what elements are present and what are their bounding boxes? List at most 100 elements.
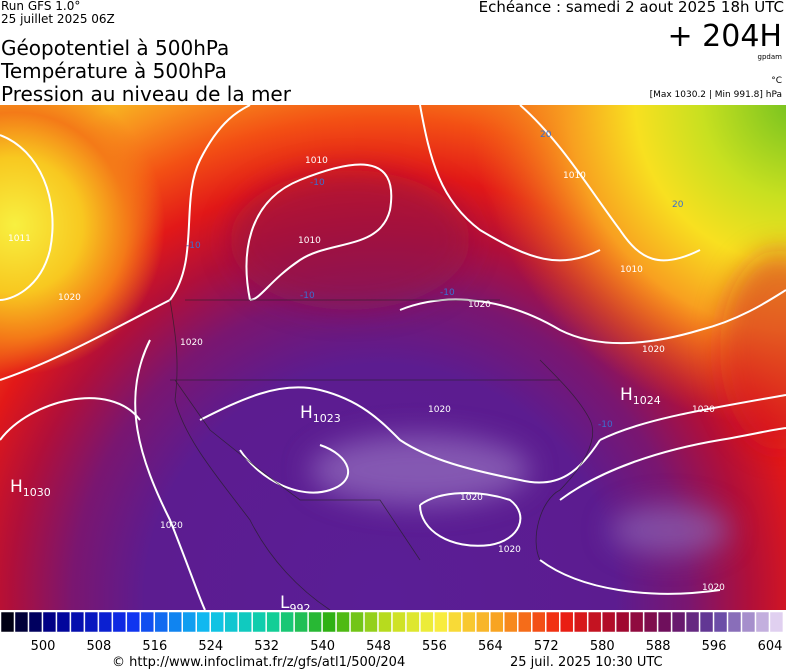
isobar <box>245 163 393 301</box>
isobar-label: 1020 <box>58 293 81 303</box>
pressure-center: H1024 <box>620 385 661 407</box>
temperature-label: -10 <box>186 241 201 251</box>
isobar <box>134 339 206 610</box>
colorbar-label: 500 <box>31 639 56 654</box>
title-line: Température à 500hPa <box>1 59 227 83</box>
colorbar-label: 532 <box>254 639 279 654</box>
run-label: Run GFS 1.0° <box>1 0 81 13</box>
colorbar-cell <box>140 611 155 633</box>
colorbar-cell <box>657 611 672 633</box>
colorbar-cell <box>601 611 616 633</box>
colorbar-cell <box>755 611 770 633</box>
colorbar-cell <box>280 611 294 633</box>
isobar-label: 1011 <box>8 234 31 244</box>
isobar-label: 1010 <box>305 156 328 166</box>
colorbar-cell <box>490 611 504 633</box>
colorbar-cell <box>182 611 196 633</box>
coastline <box>535 359 594 561</box>
center-type: H <box>620 385 633 405</box>
run-date: 25 juillet 2025 06Z <box>1 12 115 26</box>
isobar <box>539 559 721 595</box>
colorbar-cell <box>504 611 518 633</box>
valid-time: Echéance : samedi 2 aout 2025 18h UTC <box>478 0 784 16</box>
isobar-label: 1020 <box>180 338 203 348</box>
colorbar-cell <box>685 611 700 633</box>
colorbar-cell <box>420 611 434 633</box>
coastline <box>169 299 331 610</box>
colorbar-cell <box>126 611 141 633</box>
colorbar-cell <box>56 611 71 633</box>
colorbar-cell <box>671 611 686 633</box>
colorbar-cell <box>699 611 714 633</box>
isobar-label: 1010 <box>563 171 586 181</box>
colorbar-cell <box>42 611 57 633</box>
colorbar-cell <box>448 611 462 633</box>
colorbar-cell <box>14 611 29 633</box>
colorbar-cell <box>559 611 574 633</box>
colorbar-cell <box>322 611 336 633</box>
pressure-center: H1023 <box>300 403 341 425</box>
colorbar-cell <box>196 611 210 633</box>
colorbar-cell <box>378 611 392 633</box>
colorbar-cell <box>643 611 658 633</box>
colorbar-cell <box>336 611 350 633</box>
isobar <box>419 105 601 262</box>
colorbar-label: 540 <box>310 639 335 654</box>
temperature-label: -10 <box>300 291 315 301</box>
colorbar-cell <box>406 611 420 633</box>
borders <box>169 299 594 610</box>
colorbar-cell <box>294 611 308 633</box>
colorbar-cell <box>252 611 266 633</box>
colorbar-cell <box>0 611 15 633</box>
colorbar-cell <box>532 611 546 633</box>
temperature-label: -10 <box>310 178 325 188</box>
footer-url: © http://www.infoclimat.fr/z/gfs/atl1/50… <box>112 655 406 670</box>
footer-timestamp: 25 juil. 2025 10:30 UTC <box>510 655 663 670</box>
colorbar-cell <box>476 611 490 633</box>
center-value: 1024 <box>633 394 661 407</box>
isobar-label: 1020 <box>702 583 725 593</box>
temperature-label: 20 <box>672 200 684 210</box>
center-value: 1030 <box>23 486 51 499</box>
isobar <box>0 134 54 301</box>
center-type: L <box>280 593 290 613</box>
temperature-label: -10 <box>440 288 455 298</box>
colorbar-label: 604 <box>758 639 783 654</box>
colorbar-cell <box>546 611 560 633</box>
colorbar-cell <box>769 611 784 633</box>
colorbar-cell <box>112 611 127 633</box>
isobar-label: 1020 <box>642 345 665 355</box>
isobar-label: 1020 <box>460 493 483 503</box>
unit-label: °C <box>771 76 782 86</box>
isobar <box>599 394 786 441</box>
colorbar-label: 588 <box>646 639 671 654</box>
temperature-label: -10 <box>598 420 613 430</box>
colorbar-label: 516 <box>142 639 167 654</box>
colorbar-cell <box>238 611 252 633</box>
colorbar-cell <box>615 611 630 633</box>
colorbar-cell <box>266 611 280 633</box>
colorbar-cell <box>741 611 756 633</box>
isobar <box>199 386 601 484</box>
colorbar-cell <box>462 611 476 633</box>
map-field <box>0 105 786 610</box>
colorbar-cell <box>224 611 238 633</box>
colorbar-label: 580 <box>590 639 615 654</box>
colorbar-cell <box>713 611 728 633</box>
temperature-label: 20 <box>540 130 552 140</box>
colorbar-label: 564 <box>478 639 503 654</box>
colorbar-cell <box>392 611 406 633</box>
isobar <box>0 105 251 381</box>
colorbar-cell <box>70 611 85 633</box>
colorbar-cell <box>210 611 224 633</box>
isobar <box>0 397 141 441</box>
colorbar-label: 572 <box>534 639 559 654</box>
colorbar-cell <box>154 611 169 633</box>
isobar-label: 1020 <box>160 521 183 531</box>
pressure-range: [Max 1030.2 | Min 991.8] hPa <box>649 90 782 100</box>
isobar-label: 1020 <box>692 405 715 415</box>
isobar <box>559 427 786 501</box>
isobar-label: 1020 <box>498 545 521 555</box>
